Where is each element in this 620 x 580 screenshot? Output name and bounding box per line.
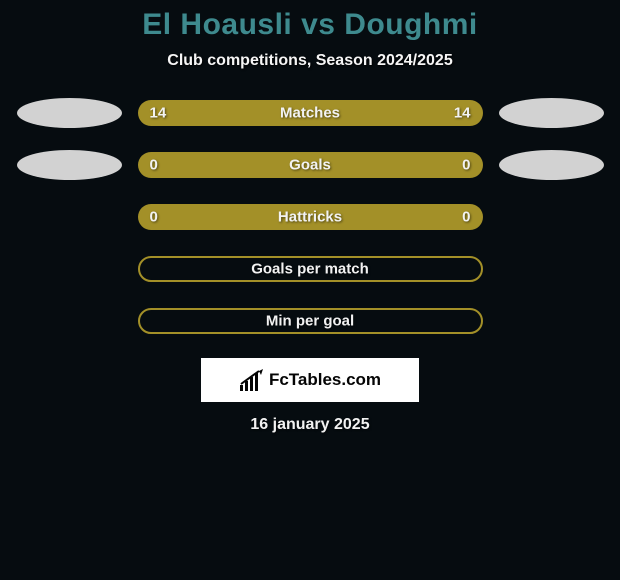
bar-chart-icon: [239, 369, 265, 391]
player-right-marker: [499, 150, 604, 180]
stat-left-value: 14: [150, 105, 167, 122]
stat-bar: 0 Goals 0: [138, 152, 483, 178]
comparison-card: El Hoausli vs Doughmi Club competitions,…: [0, 0, 620, 434]
subtitle: Club competitions, Season 2024/2025: [0, 52, 620, 70]
player-right-marker: [499, 98, 604, 128]
stat-row-goals: 0 Goals 0: [0, 150, 620, 180]
stat-bar: Goals per match: [138, 256, 483, 282]
stat-label: Min per goal: [266, 313, 354, 330]
stat-bar: 14 Matches 14: [138, 100, 483, 126]
stat-row-min-per-goal: Min per goal: [0, 306, 620, 336]
stat-label: Matches: [280, 105, 340, 122]
player-left-marker: [17, 150, 122, 180]
brand-logo: FcTables.com: [201, 358, 419, 402]
player-left-marker: [17, 98, 122, 128]
spacer: [17, 254, 122, 284]
stat-row-hattricks: 0 Hattricks 0: [0, 202, 620, 232]
brand-text: FcTables.com: [269, 370, 381, 390]
stat-label: Goals per match: [251, 261, 369, 278]
stat-bar: 0 Hattricks 0: [138, 204, 483, 230]
spacer: [499, 306, 604, 336]
stat-right-value: 0: [462, 209, 470, 226]
spacer: [499, 202, 604, 232]
spacer: [17, 202, 122, 232]
stat-bar: Min per goal: [138, 308, 483, 334]
stat-label: Hattricks: [278, 209, 342, 226]
date-label: 16 january 2025: [0, 416, 620, 434]
stat-row-matches: 14 Matches 14: [0, 98, 620, 128]
spacer: [17, 306, 122, 336]
stat-row-goals-per-match: Goals per match: [0, 254, 620, 284]
spacer: [499, 254, 604, 284]
stat-label: Goals: [289, 157, 331, 174]
stat-left-value: 0: [150, 157, 158, 174]
page-title: El Hoausli vs Doughmi: [0, 8, 620, 42]
stat-left-value: 0: [150, 209, 158, 226]
stat-right-value: 0: [462, 157, 470, 174]
stat-right-value: 14: [454, 105, 471, 122]
